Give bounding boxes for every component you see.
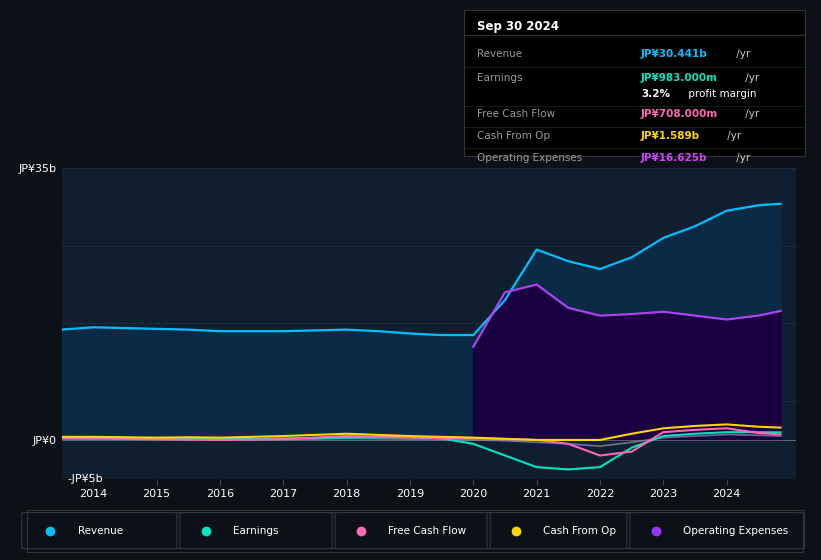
Text: JP¥983.000m: JP¥983.000m [641,73,718,83]
Text: Earnings: Earnings [232,526,278,535]
Text: JP¥1.589b: JP¥1.589b [641,131,700,141]
Text: Revenue: Revenue [77,526,122,535]
Text: 3.2%: 3.2% [641,88,670,99]
Text: JP¥708.000m: JP¥708.000m [641,109,718,119]
Text: /yr: /yr [733,153,750,163]
Text: profit margin: profit margin [686,88,757,99]
Text: Revenue: Revenue [478,49,523,59]
Text: Cash From Op: Cash From Op [543,526,616,535]
Text: /yr: /yr [733,49,750,59]
Text: Free Cash Flow: Free Cash Flow [388,526,466,535]
Text: JP¥30.441b: JP¥30.441b [641,49,708,59]
Text: -JP¥5b: -JP¥5b [68,474,103,484]
Text: /yr: /yr [742,109,759,119]
Text: Free Cash Flow: Free Cash Flow [478,109,556,119]
Text: /yr: /yr [724,131,741,141]
Text: JP¥16.625b: JP¥16.625b [641,153,708,163]
Text: Sep 30 2024: Sep 30 2024 [478,20,559,33]
Text: Operating Expenses: Operating Expenses [683,526,788,535]
Text: Cash From Op: Cash From Op [478,131,551,141]
Text: Operating Expenses: Operating Expenses [478,153,583,163]
Text: Earnings: Earnings [478,73,523,83]
Text: /yr: /yr [742,73,759,83]
